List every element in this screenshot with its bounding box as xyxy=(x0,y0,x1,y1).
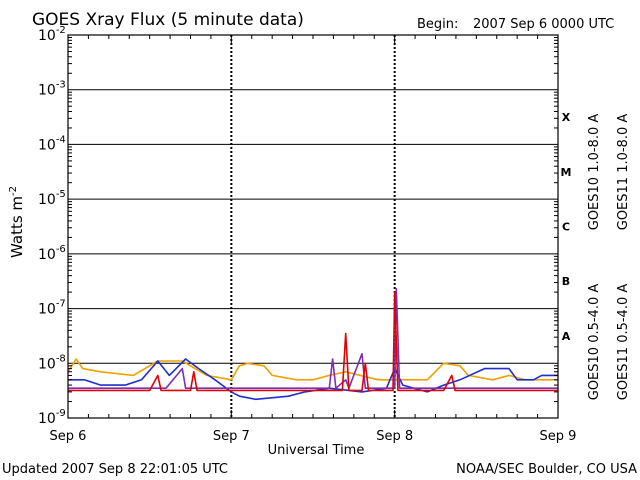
legend-right: GOES10 1.0-8.0 A GOES11 1.0-8.0 A xyxy=(587,114,631,231)
x-tick-label: Sep 6 xyxy=(50,429,87,444)
x-tick-label: Sep 8 xyxy=(376,429,413,444)
legend-left: GOES10 0.5-4.0 A GOES11 0.5-4.0 A xyxy=(587,284,631,401)
plot-frame xyxy=(67,34,559,419)
y-tick-labels: 10-210-310-410-510-610-710-810-9 xyxy=(38,25,66,427)
y-tick-exp: -9 xyxy=(56,408,66,419)
flare-class-label: A xyxy=(562,330,571,343)
credit-text: NOAA/SEC Boulder, CO USA xyxy=(456,462,637,477)
y-tick-exp: -3 xyxy=(56,80,66,91)
y-tick-exp: -7 xyxy=(56,299,66,310)
y-tick-base: 10 xyxy=(38,83,56,99)
legend-entry: GOES11 0.5-4.0 A xyxy=(616,284,631,401)
flare-class-label: C xyxy=(562,221,570,234)
y-tick-base: 10 xyxy=(38,192,56,208)
y-tick-base: 10 xyxy=(38,356,56,372)
flare-class-labels: X M C B A xyxy=(561,111,572,343)
y-tick-base: 10 xyxy=(38,302,56,318)
y-tick-exp: -6 xyxy=(56,244,66,255)
x-tick-label: Sep 9 xyxy=(540,429,577,444)
series-line xyxy=(67,358,558,381)
plot-border xyxy=(67,34,559,419)
flare-class-label: X xyxy=(562,111,571,124)
x-tick-labels: Sep 6 Sep 7 Sep 8 Sep 9 xyxy=(50,429,577,444)
y-axis-label: Watts m-2 xyxy=(8,186,26,258)
plot-area xyxy=(68,35,558,418)
y-tick-base: 10 xyxy=(38,28,56,44)
y-tick-label: 10-2 xyxy=(38,25,66,44)
x-tick-label: Sep 7 xyxy=(213,429,250,444)
y-tick-label: 10-7 xyxy=(38,299,66,318)
y-tick-exp: -8 xyxy=(56,353,66,364)
flare-class-label: M xyxy=(561,166,572,179)
series-line xyxy=(68,287,558,390)
x-axis-label: Universal Time xyxy=(268,443,365,458)
y-axis-label-base: Watts m xyxy=(8,196,26,258)
y-tick-label: 10-3 xyxy=(38,80,66,99)
y-tick-label: 10-5 xyxy=(38,189,66,208)
series-lines xyxy=(67,287,558,401)
y-tick-label: 10-9 xyxy=(38,408,66,427)
y-axis-label-exp: -2 xyxy=(8,186,19,196)
y-tick-label: 10-4 xyxy=(38,134,66,153)
y-tick-exp: -5 xyxy=(56,189,66,200)
series-line xyxy=(68,358,558,401)
legend-entry: GOES10 0.5-4.0 A xyxy=(587,284,602,401)
y-tick-base: 10 xyxy=(38,411,56,427)
series-line xyxy=(68,291,558,392)
chart-title: GOES Xray Flux (5 minute data) xyxy=(32,10,304,30)
begin-label: Begin: xyxy=(417,17,458,32)
legend-entry: GOES10 1.0-8.0 A xyxy=(587,114,602,231)
y-tick-exp: -4 xyxy=(56,134,66,145)
updated-text: Updated 2007 Sep 8 22:01:05 UTC xyxy=(2,462,228,477)
y-tick-label: 10-8 xyxy=(38,353,66,372)
y-tick-base: 10 xyxy=(38,247,56,263)
y-tick-label: 10-6 xyxy=(38,244,66,263)
y-tick-exp: -2 xyxy=(56,25,66,36)
flare-class-label: B xyxy=(562,275,570,288)
y-tick-base: 10 xyxy=(38,137,56,153)
begin-value: 2007 Sep 6 0000 UTC xyxy=(473,17,614,32)
legend-entry: GOES11 1.0-8.0 A xyxy=(616,114,631,231)
